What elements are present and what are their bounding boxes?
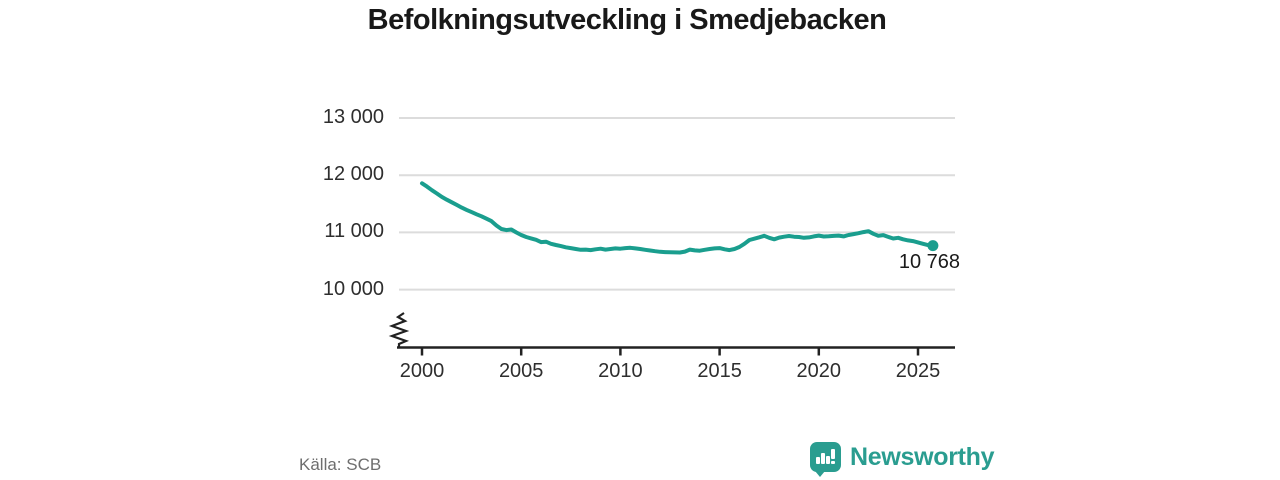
x-tick-label: 2005: [498, 360, 544, 382]
x-tick-label: 2020: [796, 360, 842, 382]
logo-wordmark: Newsworthy: [850, 442, 995, 471]
x-tick-label: 2025: [895, 360, 941, 382]
source-caption: Källa: SCB: [299, 455, 382, 474]
x-tick-label: 2010: [598, 360, 643, 382]
x-tick-label: 2015: [697, 360, 742, 382]
axis-break-icon: [388, 312, 410, 348]
series-end-dot: [927, 240, 939, 252]
newsworthy-logo: Newsworthy: [810, 442, 995, 477]
last-value-label: 10 768: [898, 251, 960, 273]
y-tick-label: 11 000: [324, 220, 384, 243]
y-tick-label: 10 000: [322, 277, 384, 300]
y-tick-label: 12 000: [322, 163, 384, 186]
chart-title: Befolkningsutveckling i Smedjebacken: [367, 4, 887, 36]
population-series-line: [420, 181, 935, 255]
bar-chart-bubble-icon: [810, 442, 841, 477]
y-tick-label: 13 000: [322, 106, 384, 128]
x-tick-label: 2000: [399, 360, 445, 382]
